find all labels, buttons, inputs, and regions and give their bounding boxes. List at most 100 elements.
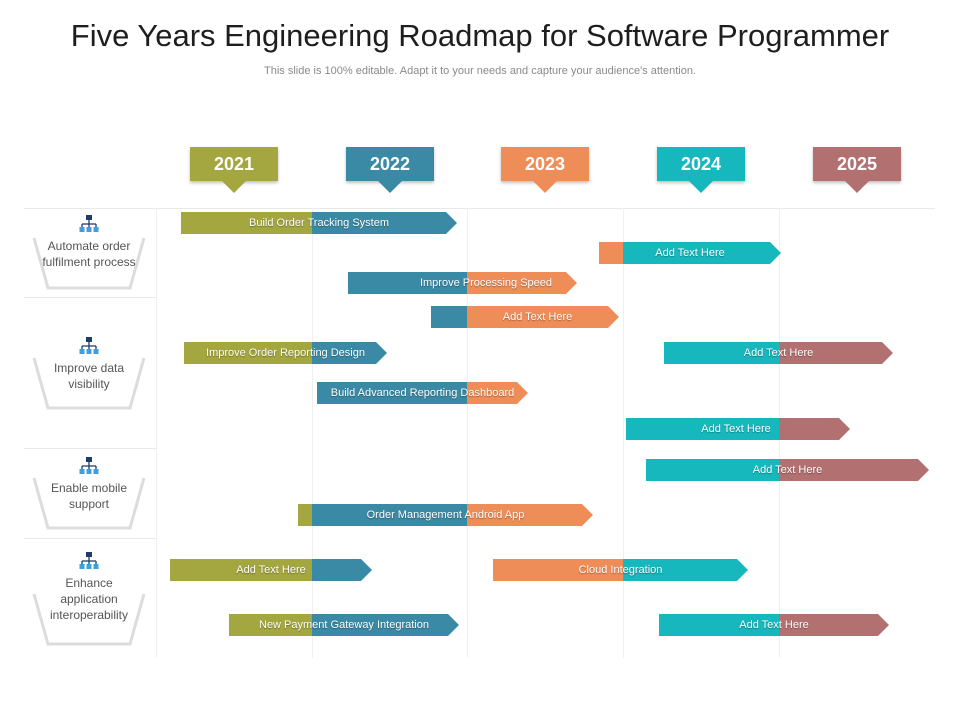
row-divider [24, 208, 935, 209]
bar-segment [646, 459, 779, 481]
bar-label: Order Management Android App [366, 509, 525, 521]
roadmap-bar: Add Text Here [659, 614, 889, 636]
bar-segment [317, 382, 467, 404]
bar-segment [779, 459, 918, 481]
category-bracket [32, 237, 146, 290]
roadmap-bar: Add Text Here [599, 242, 781, 264]
bar-segment [298, 504, 312, 526]
bar-segment [312, 504, 467, 526]
org-chart-icon [79, 552, 99, 569]
category-improve-data: Improve data visibility [30, 336, 148, 392]
bar-segment [184, 342, 312, 364]
bar-label: Build Advanced Reporting Dashboard [330, 387, 515, 399]
category-bracket [32, 357, 146, 410]
row-divider [24, 538, 156, 539]
roadmap-bar: New Payment Gateway Integration [229, 614, 459, 636]
bar-label: Add Text Here [236, 564, 306, 576]
roadmap-bar: Add Text Here [646, 459, 929, 481]
bar-segment [467, 272, 566, 294]
roadmap-bar: Improve Processing Speed [348, 272, 577, 294]
bar-label: Cloud Integration [578, 564, 663, 576]
roadmap-bar: Add Text Here [664, 342, 893, 364]
roadmap-bar: Build Order Tracking System [181, 212, 457, 234]
roadmap-bar: Add Text Here [431, 306, 619, 328]
bar-label: Build Order Tracking System [249, 217, 389, 229]
org-chart-icon [79, 337, 99, 354]
category-enhance-interoperability: Enhance application interoperability [30, 551, 148, 623]
category-label: Improve data visibility [53, 361, 125, 391]
bar-label: Add Text Here [655, 247, 725, 259]
row-divider [24, 297, 156, 298]
year-pointer [222, 181, 246, 193]
roadmap-bar: Improve Order Reporting Design [184, 342, 387, 364]
bar-label: Add Text Here [752, 464, 823, 476]
bar-arrow-tip [882, 342, 893, 364]
bar-label: Add Text Here [502, 311, 573, 323]
column-divider [467, 208, 468, 658]
bar-arrow-tip [448, 614, 459, 636]
year-label: 2023 [524, 154, 566, 174]
year-marker-2023: 2023 [501, 147, 589, 193]
bar-label: Add Text Here [743, 347, 814, 359]
bar-segment [626, 418, 779, 440]
bar-segment [659, 614, 779, 636]
bar-arrow-tip [517, 382, 528, 404]
bar-segment [431, 306, 467, 328]
bar-segment [229, 614, 312, 636]
bar-arrow-tip [376, 342, 387, 364]
org-chart-icon [79, 215, 99, 232]
bar-arrow-tip [770, 242, 781, 264]
bar-arrow-tip [582, 504, 593, 526]
bar-segment [181, 212, 312, 234]
year-marker-2025: 2025 [813, 147, 901, 193]
year-pointer [533, 181, 557, 193]
category-label: Enable mobile support [50, 481, 128, 511]
bar-segment [623, 242, 770, 264]
bar-segment [312, 342, 376, 364]
roadmap-bar: Order Management Android App [298, 504, 593, 526]
roadmap-bar: Cloud Integration [493, 559, 748, 581]
bar-arrow-tip [918, 459, 929, 481]
bar-segment [312, 559, 361, 581]
bar-arrow-tip [361, 559, 372, 581]
roadmap-bar: Build Advanced Reporting Dashboard [317, 382, 528, 404]
bar-arrow-tip [878, 614, 889, 636]
bar-label: Improve Processing Speed [419, 277, 553, 289]
year-marker-2021: 2021 [190, 147, 278, 193]
year-label: 2025 [836, 154, 878, 174]
bar-arrow-tip [839, 418, 850, 440]
bar-segment [779, 418, 839, 440]
bar-segment [599, 242, 623, 264]
bar-segment [779, 614, 878, 636]
bar-segment [779, 342, 882, 364]
column-divider [623, 208, 624, 658]
year-marker-2024: 2024 [657, 147, 745, 193]
year-label: 2022 [369, 154, 411, 174]
roadmap-bar: Add Text Here [626, 418, 850, 440]
bar-arrow-tip [566, 272, 577, 294]
row-divider [24, 448, 156, 449]
year-label: 2024 [680, 154, 722, 174]
bar-label: Add Text Here [739, 619, 809, 631]
category-bracket [32, 477, 146, 530]
bar-label: Add Text Here [701, 423, 771, 435]
bar-segment [467, 306, 608, 328]
roadmap-bar: Add Text Here [170, 559, 372, 581]
year-pointer [689, 181, 713, 193]
year-pointer [378, 181, 402, 193]
bar-segment [170, 559, 312, 581]
bar-segment [312, 614, 448, 636]
year-label: 2021 [213, 154, 255, 174]
column-divider [156, 208, 157, 658]
category-enable-mobile: Enable mobile support [30, 456, 148, 512]
bar-arrow-tip [737, 559, 748, 581]
bar-arrow-tip [608, 306, 619, 328]
bar-segment [664, 342, 779, 364]
page-subtitle: This slide is 100% editable. Adapt it to… [264, 65, 696, 77]
bar-label: New Payment Gateway Integration [259, 619, 429, 631]
bar-segment [467, 504, 582, 526]
column-divider [312, 208, 313, 658]
category-label: Automate order fulfilment process [42, 239, 136, 269]
category-automate-order: Automate order fulfilment process [30, 214, 148, 270]
bar-segment [467, 382, 517, 404]
